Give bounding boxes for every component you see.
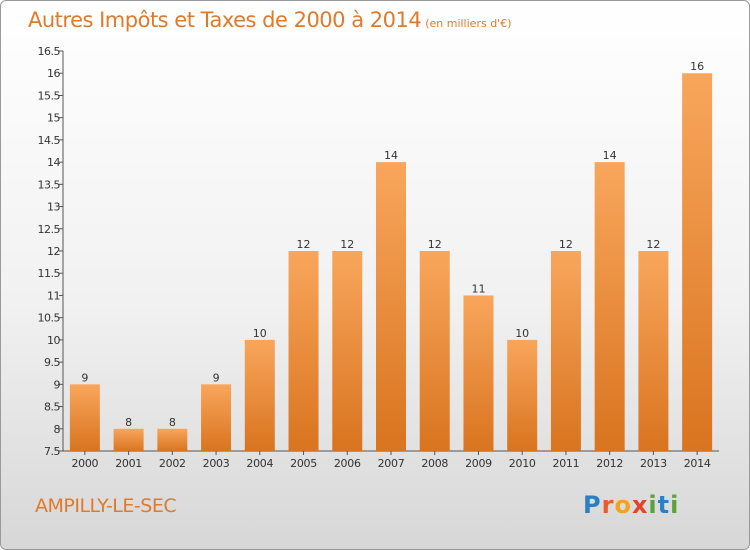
bar-2007 — [376, 162, 406, 451]
bar-2008 — [419, 251, 450, 451]
bar-value-label: 11 — [471, 282, 485, 295]
x-tick-label: 2011 — [553, 457, 580, 470]
bar-value-label: 12 — [559, 238, 573, 251]
y-tick-label: 16.5 — [38, 45, 61, 58]
y-tick-label: 8 — [54, 423, 61, 436]
bar-value-label: 8 — [169, 416, 176, 429]
x-axis-labels: 2000 2001 2002 2003 2004 2005 2006 2007 2008 2009… — [71, 451, 711, 470]
bar-value-label: 14 — [384, 149, 398, 162]
bar-2009 — [463, 295, 494, 451]
bar-2014 — [682, 73, 713, 451]
x-tick-label: 2004 — [246, 457, 273, 470]
y-tick-label: 13 — [47, 201, 60, 214]
x-tick-label: 2010 — [509, 457, 536, 470]
bar-value-label: 12 — [340, 238, 354, 251]
bar-value-label: 9 — [81, 371, 88, 384]
y-tick-label: 7.5 — [44, 445, 60, 458]
bar-value-label: 10 — [253, 327, 267, 340]
bar-2000 — [69, 384, 100, 451]
x-tick-label: 2007 — [378, 457, 405, 470]
y-tick-label: 14 — [47, 156, 60, 169]
x-tick-label: 2005 — [290, 457, 317, 470]
y-tick-label: 15 — [47, 112, 60, 125]
x-tick-label: 2001 — [115, 457, 142, 470]
bar-value-label: 8 — [125, 416, 132, 429]
y-tick-label: 10.5 — [38, 312, 61, 325]
chart-title-line: Autres Impôts et Taxes de 2000 à 2014 (en… — [28, 8, 511, 32]
y-axis-ticks: 7.5 8 8.5 9 9.5 10 10.5 11 11.5 12 12.5 13 13.5 14 14.… — [38, 45, 63, 458]
bar-value-label: 14 — [603, 149, 617, 162]
bar-2001 — [113, 428, 144, 451]
bar-2013 — [638, 251, 669, 451]
x-tick-label: 2003 — [203, 457, 230, 470]
bar-2005 — [288, 251, 319, 451]
x-tick-label: 2014 — [684, 457, 711, 470]
y-tick-label: 9.5 — [44, 356, 60, 369]
bar-value-label: 12 — [297, 238, 311, 251]
x-tick-label: 2008 — [421, 457, 448, 470]
bar-value-label: 12 — [428, 238, 442, 251]
y-tick-label: 12.5 — [38, 223, 61, 236]
y-tick-label: 16 — [47, 67, 60, 80]
y-tick-label: 10 — [47, 334, 60, 347]
y-tick-label: 8.5 — [44, 401, 60, 414]
x-tick-label: 2012 — [596, 457, 623, 470]
proxiti-logo[interactable]: Proxiti — [583, 491, 680, 519]
chart-unit: (en milliers d'€) — [425, 17, 512, 30]
bar-2004 — [244, 339, 275, 451]
bar-value-label: 9 — [213, 371, 220, 384]
commune-name: AMPILLY-LE-SEC — [35, 495, 177, 517]
bar-2002 — [157, 428, 188, 451]
y-tick-label: 15.5 — [38, 89, 61, 102]
x-tick-label: 2009 — [465, 457, 492, 470]
bar-2006 — [332, 251, 363, 451]
bar-series: 9 8 8 9 10 12 12 14 12 11 10 12 14 12 16 — [69, 60, 713, 451]
y-tick-label: 12 — [47, 245, 60, 258]
y-tick-label: 9 — [54, 378, 61, 391]
y-tick-label: 11 — [47, 289, 60, 302]
bar-value-label: 16 — [690, 60, 704, 73]
bar-2003 — [201, 384, 232, 451]
bar-2011 — [550, 251, 581, 451]
x-tick-label: 2013 — [640, 457, 667, 470]
y-tick-label: 13.5 — [38, 178, 61, 191]
bar-2012 — [594, 162, 625, 451]
x-tick-label: 2006 — [334, 457, 361, 470]
bar-2010 — [507, 339, 538, 451]
x-tick-label: 2002 — [159, 457, 186, 470]
bar-value-label: 12 — [646, 238, 660, 251]
chart-title: Autres Impôts et Taxes de 2000 à 2014 — [28, 8, 422, 32]
bar-value-label: 10 — [515, 327, 529, 340]
x-tick-label: 2000 — [71, 457, 98, 470]
y-tick-label: 11.5 — [38, 267, 61, 280]
y-tick-label: 14.5 — [38, 134, 61, 147]
